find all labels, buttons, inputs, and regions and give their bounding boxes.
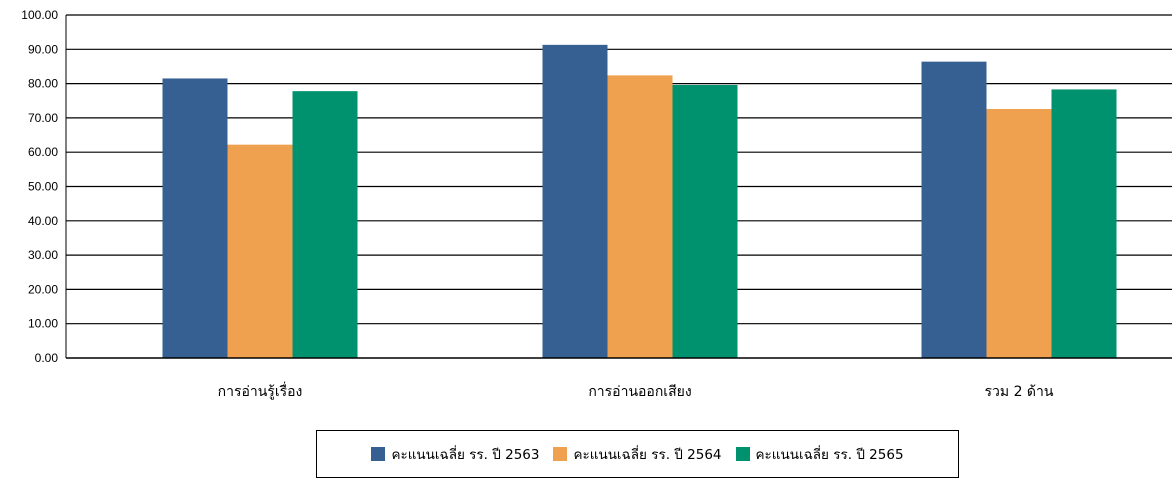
bars: [162, 44, 1117, 359]
bar: [1051, 89, 1117, 358]
bar: [227, 144, 293, 358]
bar: [607, 75, 673, 359]
x-category-label: รวม 2 ด้าน: [985, 384, 1054, 400]
y-tick-label: 40.00: [28, 214, 58, 228]
bar: [672, 84, 738, 359]
x-category-label: การอ่านออกเสียง: [588, 384, 691, 400]
y-tick-label: 10.00: [28, 317, 58, 331]
legend-label-2564: คะแนนเฉลี่ย รร. ปี 2564: [573, 447, 722, 463]
y-tick-label: 90.00: [28, 42, 58, 56]
legend-swatch-2565: [735, 447, 750, 461]
legend-item-2563: คะแนนเฉลี่ย รร. ปี 2563: [371, 443, 539, 465]
legend-swatch-2564: [553, 447, 568, 461]
y-tick-label: 30.00: [28, 248, 58, 262]
y-tick-label: 100.00: [21, 8, 58, 22]
legend: คะแนนเฉลี่ย รร. ปี 2563 คะแนนเฉลี่ย รร. …: [316, 430, 959, 478]
legend-swatch-2563: [371, 447, 386, 461]
y-tick-label: 70.00: [28, 111, 58, 125]
y-tick-label: 20.00: [28, 282, 58, 296]
legend-item-2565: คะแนนเฉลี่ย รร. ปี 2565: [735, 443, 904, 465]
bar-chart: 0.00 10.00 20.00 30.00 40.00 50.00 60.00 70.00 8…: [21, 8, 1172, 400]
y-tick-label: 60.00: [28, 145, 58, 159]
bar: [542, 44, 608, 358]
bar: [986, 108, 1052, 359]
bar: [292, 91, 358, 359]
x-category-label: การอ่านรู้เรื่อง: [218, 382, 303, 400]
legend-item-2564: คะแนนเฉลี่ย รร. ปี 2564: [553, 443, 722, 465]
x-axis-categories: การอ่านรู้เรื่อง การอ่านออกเสียง รวม 2 ด้า…: [218, 382, 1054, 400]
y-tick-label: 50.00: [28, 180, 58, 194]
y-axis-ticks: 0.00 10.00 20.00 30.00 40.00 50.00 60.00 70.00 8…: [21, 8, 58, 365]
bar: [921, 61, 987, 358]
legend-label-2563: คะแนนเฉลี่ย รร. ปี 2563: [391, 447, 540, 463]
bar: [162, 78, 228, 358]
y-tick-label: 0.00: [35, 351, 59, 365]
legend-label-2565: คะแนนเฉลี่ย รร. ปี 2565: [755, 447, 904, 463]
y-tick-label: 80.00: [28, 77, 58, 91]
